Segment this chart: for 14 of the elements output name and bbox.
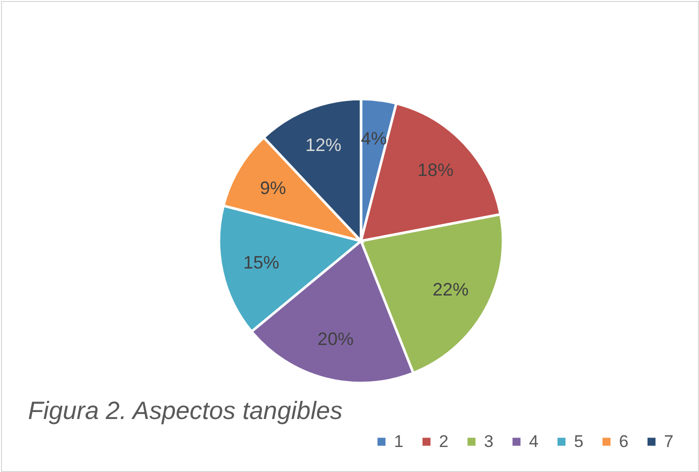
text: Figura 2. Aspectos tangibles (28, 397, 343, 425)
data-label: 9% (260, 178, 286, 198)
legend-label: 1 (394, 432, 404, 451)
legend-label: 7 (664, 432, 674, 451)
data-label: 15% (243, 252, 280, 272)
legend-label: 3 (484, 432, 494, 451)
data-label: 18% (418, 160, 454, 180)
data-label: 20% (318, 329, 354, 350)
legend-label: 6 (619, 432, 628, 451)
data-label: 22% (432, 279, 469, 300)
legend-label: 5 (574, 432, 584, 451)
legend-label: 4 (529, 432, 538, 451)
legend-label: 2 (439, 432, 448, 451)
data-label: 12% (305, 134, 342, 155)
